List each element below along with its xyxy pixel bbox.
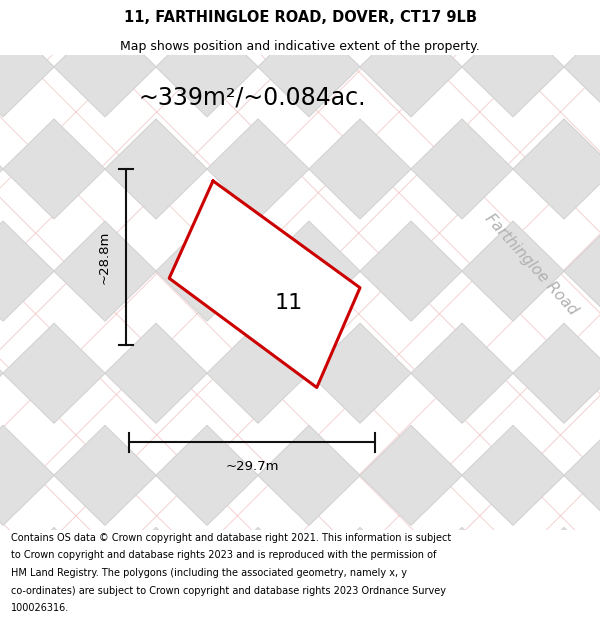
Polygon shape — [462, 17, 564, 117]
Polygon shape — [169, 181, 360, 388]
Text: 100026316.: 100026316. — [11, 603, 69, 613]
Polygon shape — [3, 119, 105, 219]
Polygon shape — [3, 528, 105, 625]
Text: to Crown copyright and database rights 2023 and is reproduced with the permissio: to Crown copyright and database rights 2… — [11, 551, 436, 561]
Polygon shape — [207, 528, 309, 625]
Polygon shape — [105, 528, 207, 625]
Polygon shape — [105, 119, 207, 219]
Polygon shape — [0, 323, 3, 423]
Text: Map shows position and indicative extent of the property.: Map shows position and indicative extent… — [120, 39, 480, 52]
Polygon shape — [513, 528, 600, 625]
Text: Contains OS data © Crown copyright and database right 2021. This information is : Contains OS data © Crown copyright and d… — [11, 533, 451, 543]
Polygon shape — [360, 221, 462, 321]
Polygon shape — [411, 119, 513, 219]
Polygon shape — [462, 426, 564, 525]
Polygon shape — [258, 426, 360, 525]
Polygon shape — [54, 17, 156, 117]
Polygon shape — [411, 323, 513, 423]
Polygon shape — [156, 17, 258, 117]
Polygon shape — [54, 221, 156, 321]
Polygon shape — [411, 528, 513, 625]
Polygon shape — [0, 119, 3, 219]
Polygon shape — [3, 323, 105, 423]
Polygon shape — [0, 528, 3, 625]
Polygon shape — [0, 426, 54, 525]
Polygon shape — [156, 221, 258, 321]
Polygon shape — [309, 119, 411, 219]
Polygon shape — [564, 17, 600, 117]
Polygon shape — [105, 323, 207, 423]
Polygon shape — [0, 221, 54, 321]
Text: ~339m²/~0.084ac.: ~339m²/~0.084ac. — [138, 86, 366, 110]
Polygon shape — [513, 323, 600, 423]
Polygon shape — [564, 221, 600, 321]
Polygon shape — [462, 221, 564, 321]
Text: ~28.8m: ~28.8m — [98, 230, 111, 284]
Text: co-ordinates) are subject to Crown copyright and database rights 2023 Ordnance S: co-ordinates) are subject to Crown copyr… — [11, 586, 446, 596]
Polygon shape — [309, 323, 411, 423]
Polygon shape — [309, 528, 411, 625]
Text: 11, FARTHINGLOE ROAD, DOVER, CT17 9LB: 11, FARTHINGLOE ROAD, DOVER, CT17 9LB — [124, 10, 476, 25]
Polygon shape — [360, 17, 462, 117]
Text: HM Land Registry. The polygons (including the associated geometry, namely x, y: HM Land Registry. The polygons (includin… — [11, 568, 407, 578]
Polygon shape — [564, 426, 600, 525]
Polygon shape — [207, 323, 309, 423]
Polygon shape — [360, 426, 462, 525]
Text: 11: 11 — [275, 292, 303, 312]
Polygon shape — [54, 426, 156, 525]
Polygon shape — [0, 17, 54, 117]
Polygon shape — [513, 119, 600, 219]
Polygon shape — [258, 17, 360, 117]
Polygon shape — [258, 221, 360, 321]
Polygon shape — [156, 426, 258, 525]
Text: Farthingloe Road: Farthingloe Road — [482, 211, 580, 318]
Text: ~29.7m: ~29.7m — [225, 460, 279, 473]
Polygon shape — [207, 119, 309, 219]
